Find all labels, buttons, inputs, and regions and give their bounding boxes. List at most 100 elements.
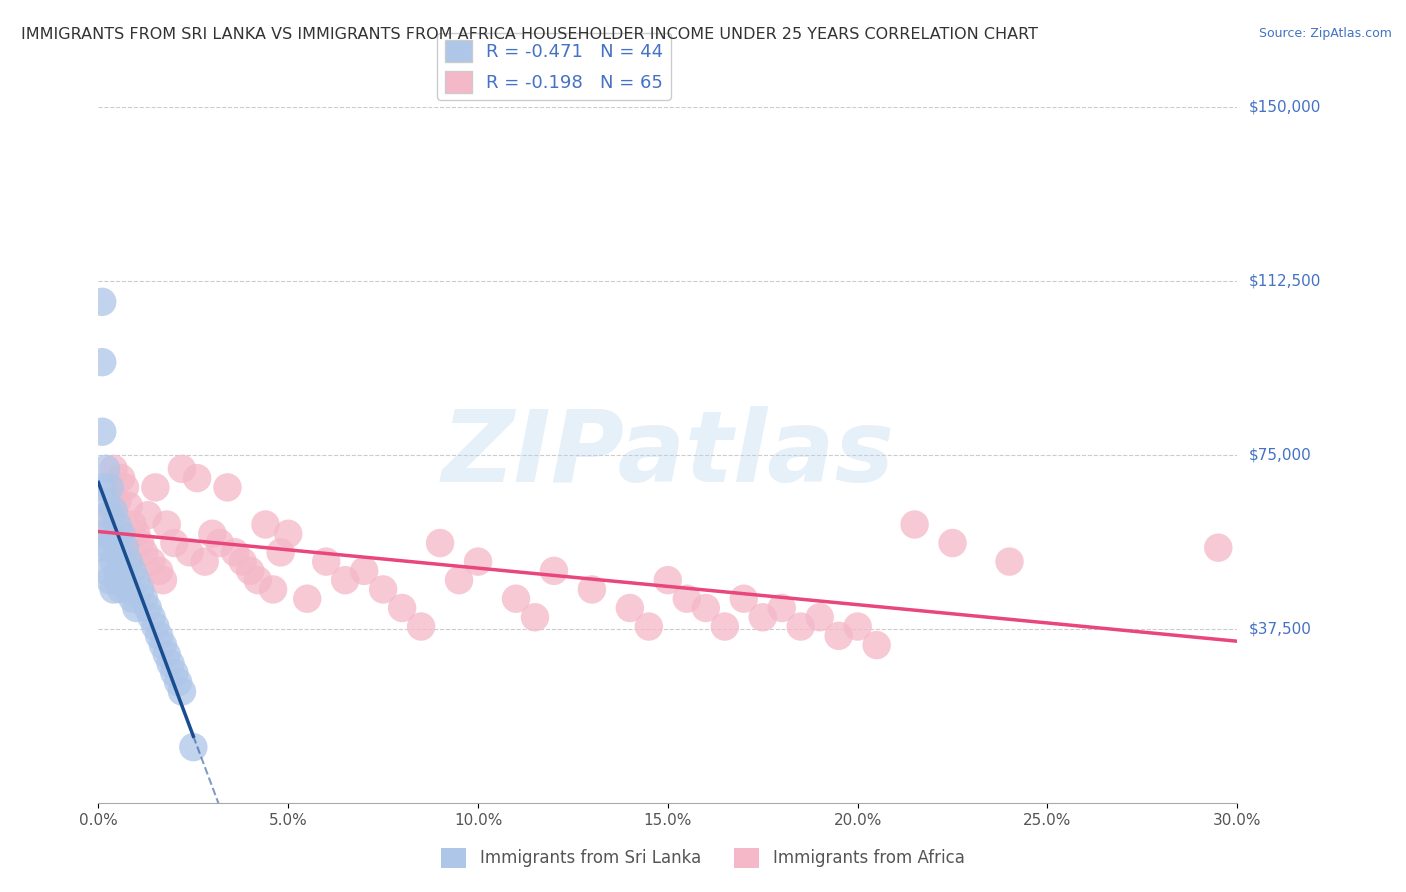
Point bbox=[217, 480, 239, 494]
Point bbox=[152, 573, 174, 587]
Point bbox=[505, 591, 527, 606]
Point bbox=[129, 582, 152, 597]
Point bbox=[103, 555, 125, 569]
Point bbox=[110, 471, 132, 485]
Point bbox=[107, 494, 129, 508]
Point bbox=[411, 619, 433, 633]
Point bbox=[353, 564, 375, 578]
Point bbox=[118, 499, 141, 513]
Point bbox=[904, 517, 927, 532]
Point bbox=[183, 740, 205, 755]
Point bbox=[391, 601, 413, 615]
Point bbox=[91, 425, 114, 439]
Point bbox=[752, 610, 775, 624]
Point bbox=[156, 517, 179, 532]
Point bbox=[942, 536, 965, 550]
Point bbox=[94, 494, 117, 508]
Point bbox=[110, 526, 132, 541]
Point bbox=[118, 582, 141, 597]
Point bbox=[91, 355, 114, 369]
Point bbox=[98, 480, 121, 494]
Point bbox=[145, 480, 167, 494]
Point bbox=[846, 619, 869, 633]
Point bbox=[254, 517, 277, 532]
Point bbox=[808, 610, 831, 624]
Point bbox=[98, 526, 121, 541]
Point bbox=[866, 638, 889, 652]
Point bbox=[121, 564, 143, 578]
Point bbox=[91, 541, 114, 555]
Point bbox=[152, 638, 174, 652]
Point bbox=[638, 619, 661, 633]
Point bbox=[107, 517, 129, 532]
Point bbox=[714, 619, 737, 633]
Point bbox=[790, 619, 813, 633]
Point bbox=[186, 471, 208, 485]
Point bbox=[619, 601, 641, 615]
Point bbox=[145, 619, 167, 633]
Point bbox=[98, 573, 121, 587]
Point bbox=[201, 526, 224, 541]
Point bbox=[98, 541, 121, 555]
Point bbox=[156, 648, 179, 662]
Point bbox=[121, 517, 143, 532]
Point bbox=[170, 684, 193, 698]
Point bbox=[148, 564, 170, 578]
Point bbox=[94, 508, 117, 523]
Point bbox=[695, 601, 717, 615]
Point bbox=[107, 541, 129, 555]
Point bbox=[129, 536, 152, 550]
Point bbox=[114, 480, 136, 494]
Point bbox=[159, 657, 181, 671]
Point bbox=[657, 573, 679, 587]
Point bbox=[1208, 541, 1230, 555]
Point bbox=[114, 564, 136, 578]
Text: Source: ZipAtlas.com: Source: ZipAtlas.com bbox=[1258, 27, 1392, 40]
Point bbox=[179, 545, 201, 559]
Point bbox=[136, 601, 159, 615]
Point bbox=[315, 555, 337, 569]
Point bbox=[449, 573, 471, 587]
Point bbox=[262, 582, 284, 597]
Point bbox=[194, 555, 217, 569]
Point bbox=[136, 508, 159, 523]
Legend: Immigrants from Sri Lanka, Immigrants from Africa: Immigrants from Sri Lanka, Immigrants fr… bbox=[434, 841, 972, 875]
Point bbox=[94, 526, 117, 541]
Point bbox=[121, 591, 143, 606]
Point bbox=[163, 665, 186, 680]
Text: $112,500: $112,500 bbox=[1249, 274, 1320, 288]
Point bbox=[163, 536, 186, 550]
Point bbox=[429, 536, 451, 550]
Point bbox=[467, 555, 489, 569]
Point bbox=[125, 601, 148, 615]
Point bbox=[125, 573, 148, 587]
Point bbox=[733, 591, 755, 606]
Point bbox=[114, 541, 136, 555]
Point bbox=[125, 526, 148, 541]
Point bbox=[998, 555, 1021, 569]
Point bbox=[132, 545, 155, 559]
Point bbox=[103, 582, 125, 597]
Point bbox=[170, 462, 193, 476]
Point bbox=[239, 564, 262, 578]
Point bbox=[103, 462, 125, 476]
Point bbox=[98, 508, 121, 523]
Text: $37,500: $37,500 bbox=[1249, 622, 1312, 636]
Point bbox=[277, 526, 299, 541]
Point bbox=[110, 582, 132, 597]
Point bbox=[581, 582, 603, 597]
Point bbox=[208, 536, 231, 550]
Point bbox=[676, 591, 699, 606]
Point bbox=[91, 480, 114, 494]
Point bbox=[148, 629, 170, 643]
Text: IMMIGRANTS FROM SRI LANKA VS IMMIGRANTS FROM AFRICA HOUSEHOLDER INCOME UNDER 25 : IMMIGRANTS FROM SRI LANKA VS IMMIGRANTS … bbox=[21, 27, 1038, 42]
Point bbox=[770, 601, 793, 615]
Point bbox=[110, 555, 132, 569]
Point bbox=[103, 503, 125, 517]
Point bbox=[94, 564, 117, 578]
Point bbox=[103, 532, 125, 546]
Text: $150,000: $150,000 bbox=[1249, 100, 1320, 114]
Point bbox=[828, 629, 851, 643]
Point bbox=[232, 555, 254, 569]
Point bbox=[246, 573, 269, 587]
